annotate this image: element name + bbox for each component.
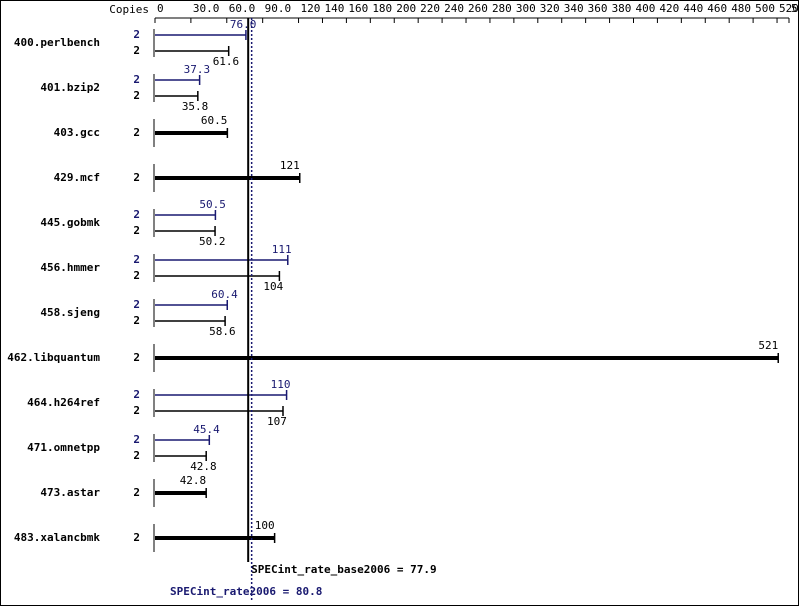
x-tick-label: 500 <box>755 2 775 15</box>
x-tick-label: 60.0 <box>229 2 256 15</box>
x-tick-label: 280 <box>492 2 512 15</box>
copies: 2 <box>133 433 140 446</box>
x-tick-label: 400 <box>635 2 655 15</box>
copies: 2 <box>133 44 140 57</box>
copies: 2 <box>133 171 140 184</box>
x-tick-label: 120 <box>301 2 321 15</box>
value-label: 76.0 <box>230 18 257 31</box>
x-tick-label: 30.0 <box>193 2 220 15</box>
value-label: 42.8 <box>190 460 217 473</box>
value-label: 121 <box>280 159 300 172</box>
value-label: 61.6 <box>213 55 240 68</box>
x-tick-label: 160 <box>348 2 368 15</box>
value-label: 107 <box>267 415 287 428</box>
value-label: 100 <box>255 519 275 532</box>
copies: 2 <box>133 269 140 282</box>
category-label: 456.hmmer <box>40 261 100 274</box>
category-label: 471.omnetpp <box>27 441 100 454</box>
x-tick-label: 220 <box>420 2 440 15</box>
x-tick-label: 0 <box>157 2 164 15</box>
value-label: 42.8 <box>180 474 207 487</box>
x-tick-label: 200 <box>396 2 416 15</box>
x-tick-label: 530 <box>791 2 799 15</box>
value-label: 521 <box>758 339 778 352</box>
reference-label: SPECint_rate2006 = 80.8 <box>170 585 322 598</box>
copies: 2 <box>133 298 140 311</box>
category-label: 473.astar <box>40 486 100 499</box>
x-tick-label: 90.0 <box>265 2 292 15</box>
reference-label: SPECint_rate_base2006 = 77.9 <box>251 563 436 576</box>
x-tick-label: 520 <box>779 2 799 15</box>
copies: 2 <box>133 449 140 462</box>
copies: 2 <box>133 404 140 417</box>
x-tick-label: 420 <box>659 2 679 15</box>
category-label: 483.xalancbmk <box>14 531 100 544</box>
copies: 2 <box>133 89 140 102</box>
x-tick-label: 440 <box>683 2 703 15</box>
copies-header: Copies <box>109 3 149 16</box>
x-tick-label: 240 <box>444 2 464 15</box>
category-label: 464.h264ref <box>27 396 100 409</box>
category-label: 429.mcf <box>54 171 100 184</box>
category-label: 462.libquantum <box>7 351 100 364</box>
value-label: 60.5 <box>201 114 228 127</box>
x-tick-label: 360 <box>588 2 608 15</box>
x-tick-label: 380 <box>612 2 632 15</box>
copies: 2 <box>133 224 140 237</box>
copies: 2 <box>133 314 140 327</box>
x-tick-label: 260 <box>468 2 488 15</box>
copies: 2 <box>133 351 140 364</box>
value-label: 111 <box>272 243 292 256</box>
copies: 2 <box>133 73 140 86</box>
value-label: 50.2 <box>199 235 226 248</box>
copies: 2 <box>133 253 140 266</box>
value-label: 50.5 <box>199 198 226 211</box>
value-label: 104 <box>263 280 283 293</box>
x-tick-label: 340 <box>564 2 584 15</box>
copies: 2 <box>133 126 140 139</box>
value-label: 110 <box>271 378 291 391</box>
x-tick-label: 460 <box>707 2 727 15</box>
x-tick-label: 320 <box>540 2 560 15</box>
value-label: 45.4 <box>193 423 220 436</box>
category-label: 445.gobmk <box>40 216 100 229</box>
category-label: 403.gcc <box>54 126 100 139</box>
value-label: 37.3 <box>184 63 211 76</box>
value-label: 60.4 <box>211 288 238 301</box>
category-label: 401.bzip2 <box>40 81 100 94</box>
copies: 2 <box>133 208 140 221</box>
x-tick-label: 180 <box>372 2 392 15</box>
copies: 2 <box>133 388 140 401</box>
copies: 2 <box>133 531 140 544</box>
x-tick-label: 300 <box>516 2 536 15</box>
copies: 2 <box>133 486 140 499</box>
copies: 2 <box>133 28 140 41</box>
category-label: 458.sjeng <box>40 306 100 319</box>
x-tick-label: 140 <box>324 2 344 15</box>
value-label: 35.8 <box>182 100 209 113</box>
category-label: 400.perlbench <box>14 36 100 49</box>
x-tick-label: 480 <box>731 2 751 15</box>
value-label: 58.6 <box>209 325 236 338</box>
